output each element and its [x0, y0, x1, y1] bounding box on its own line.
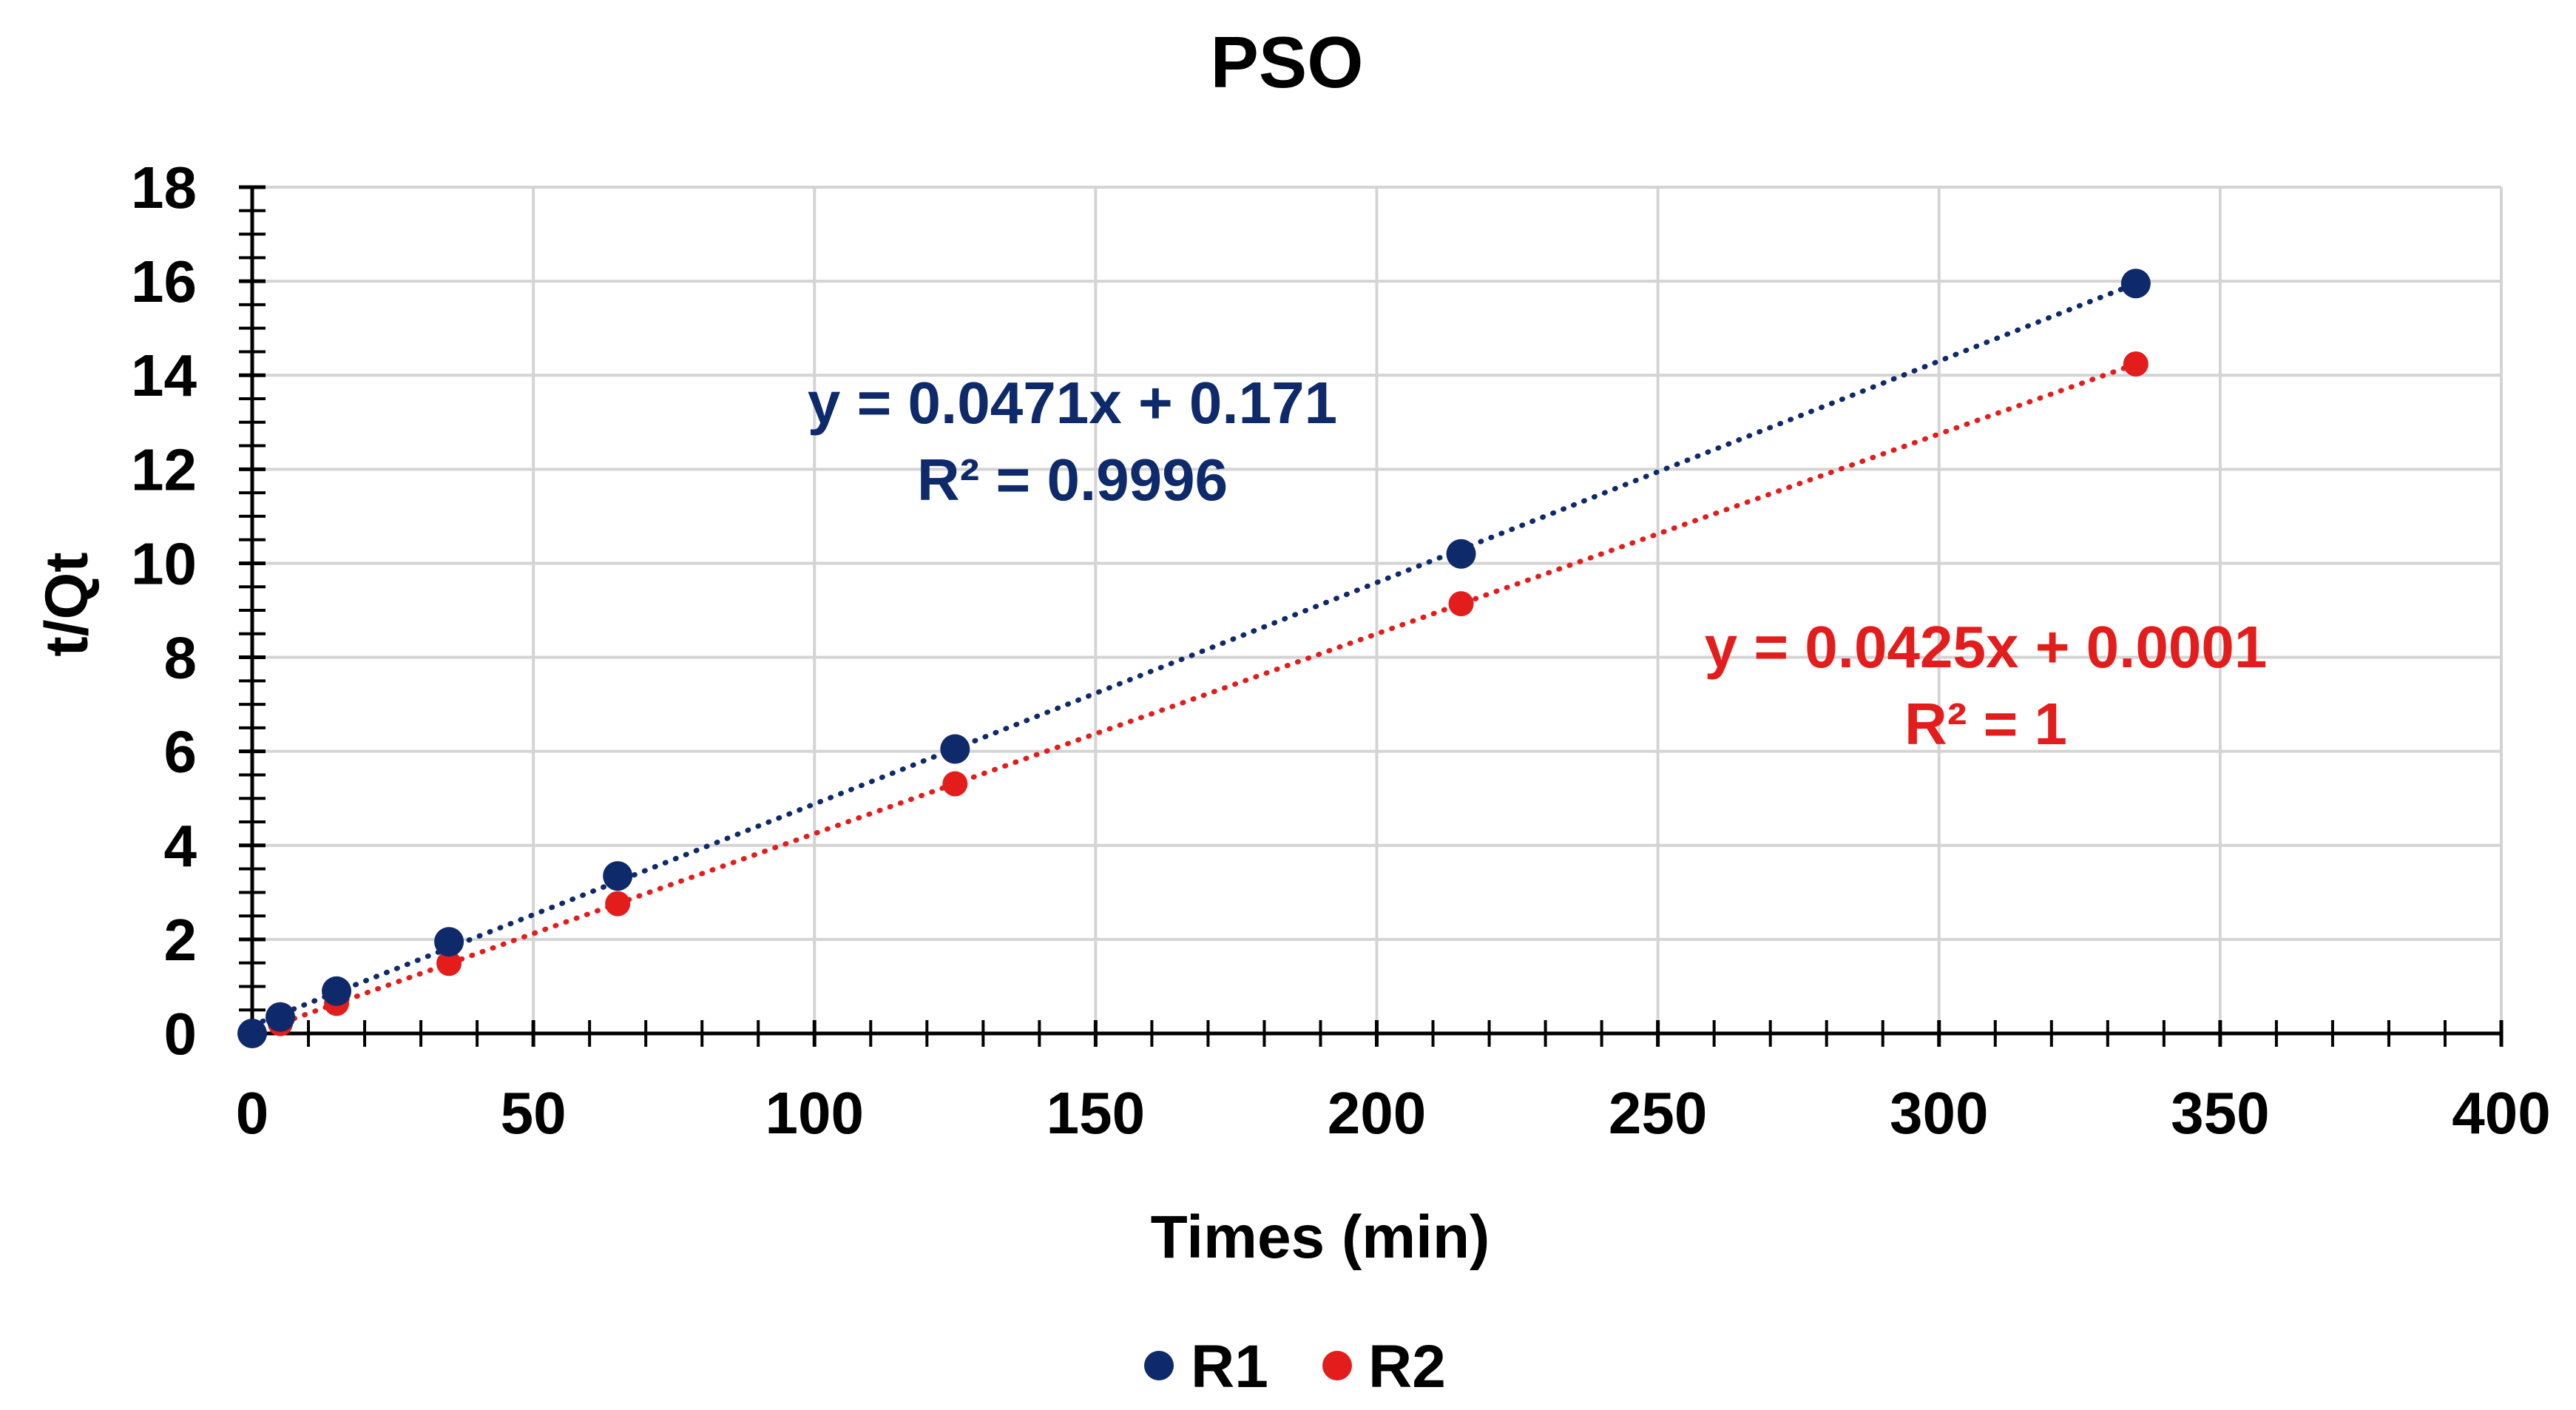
- point-r1-4: [603, 861, 633, 891]
- r2-r2-value: R² = 1: [1904, 691, 2067, 757]
- point-r1-7: [2120, 269, 2151, 299]
- x-tick-label-250: 250: [1609, 1080, 1707, 1146]
- grid-lines: [252, 186, 2503, 1033]
- point-r1-5: [940, 734, 970, 764]
- y-tick-label-16: 16: [131, 249, 197, 314]
- point-r1-6: [1446, 539, 1476, 569]
- x-tick-label-50: 50: [501, 1080, 567, 1146]
- legend: R1 R2: [1144, 1333, 1446, 1400]
- point-r2-7: [2123, 351, 2149, 377]
- y-tick-label-12: 12: [131, 436, 197, 502]
- x-tick-label-150: 150: [1047, 1080, 1145, 1146]
- data-points: [237, 269, 2151, 1048]
- point-r2-5: [942, 771, 968, 797]
- chart-title: PSO: [1211, 21, 1364, 103]
- x-tick-label-350: 350: [2171, 1080, 2269, 1146]
- y-tick-label-4: 4: [164, 813, 197, 879]
- x-tick-label-200: 200: [1328, 1080, 1426, 1146]
- trendline-r1: [249, 280, 2139, 1028]
- axes: [239, 185, 2504, 1047]
- x-tick-label-100: 100: [765, 1080, 864, 1146]
- point-r2-4: [605, 891, 631, 917]
- legend-label-r2: R2: [1368, 1333, 1446, 1400]
- x-tick-label-300: 300: [1890, 1080, 1988, 1146]
- trendline-r2: [249, 361, 2139, 1036]
- point-r1-2: [322, 976, 352, 1006]
- point-r1-0: [237, 1019, 267, 1048]
- point-r2-6: [1448, 591, 1474, 617]
- legend-label-r1: R1: [1191, 1333, 1268, 1400]
- trendlines: [249, 280, 2139, 1036]
- point-r1-1: [266, 1002, 296, 1032]
- x-tick-label-0: 0: [236, 1080, 269, 1146]
- r1-equation: y = 0.0471x + 0.171: [808, 370, 1337, 436]
- point-r2-3: [436, 951, 462, 976]
- x-axis-label: Times (min): [1151, 1204, 1490, 1271]
- y-axis-label: t/Qt: [33, 552, 101, 656]
- y-tick-label-10: 10: [131, 530, 197, 596]
- r2-equation: y = 0.0425x + 0.0001: [1705, 614, 2268, 680]
- y-tick-label-6: 6: [164, 719, 197, 785]
- y-tick-label-8: 8: [164, 625, 197, 691]
- legend-marker-r1: [1144, 1351, 1174, 1380]
- tick-labels: 0 50 100 150 200 250 300 350 400 0 2 4 6 8 10 12 14 16 18: [131, 155, 2551, 1146]
- legend-marker-r2: [1322, 1351, 1352, 1380]
- point-r1-3: [434, 927, 464, 957]
- r1-r2-value: R² = 0.9996: [917, 447, 1228, 513]
- x-tick-label-400: 400: [2452, 1080, 2550, 1146]
- y-tick-label-0: 0: [164, 1001, 197, 1067]
- y-tick-label-14: 14: [131, 343, 197, 408]
- y-tick-label-18: 18: [131, 155, 197, 220]
- y-tick-label-2: 2: [164, 907, 197, 973]
